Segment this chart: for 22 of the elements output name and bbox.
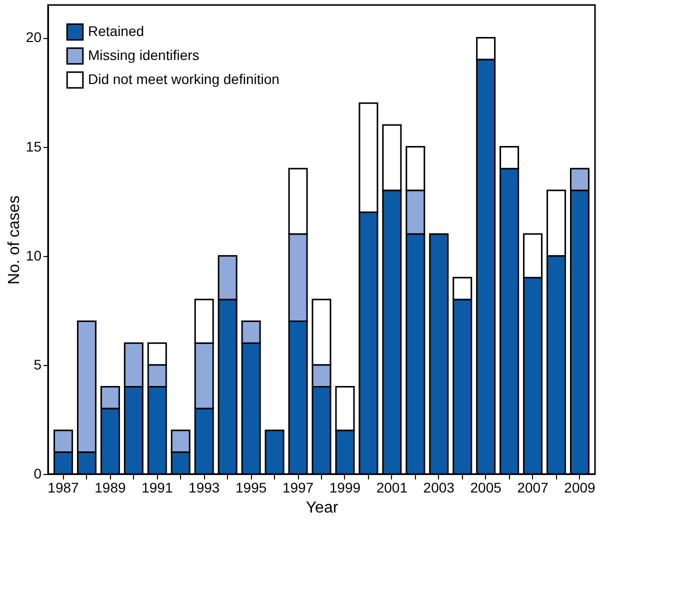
legend-label: Retained (88, 23, 144, 39)
x-tick-label: 1987 (48, 480, 80, 496)
y-axis-title: No. of cases (6, 196, 23, 284)
y-tick-label: 15 (26, 138, 42, 154)
legend-label: Did not meet working definition (88, 71, 280, 87)
x-tick-label: 1989 (94, 480, 126, 496)
x-tick-label: 2009 (564, 480, 596, 496)
x-tick-label: 1995 (235, 480, 267, 496)
x-tick-label: 1991 (142, 480, 173, 496)
y-tick-label: 20 (26, 29, 42, 46)
x-tick-label: 2005 (470, 480, 502, 496)
y-tick-label: 5 (34, 356, 42, 372)
y-tick-label: 0 (34, 466, 42, 482)
legend-label: Missing identifiers (88, 47, 200, 63)
x-tick-label: 2001 (376, 480, 408, 496)
y-tick-label: 10 (26, 247, 42, 264)
x-tick-label: 1997 (282, 480, 314, 496)
x-tick-label: 2003 (423, 480, 455, 496)
x-tick-label: 1999 (329, 480, 361, 496)
x-axis-title: Year (306, 500, 339, 516)
x-tick-label: 1993 (188, 480, 220, 496)
x-tick-label: 2007 (517, 480, 549, 496)
